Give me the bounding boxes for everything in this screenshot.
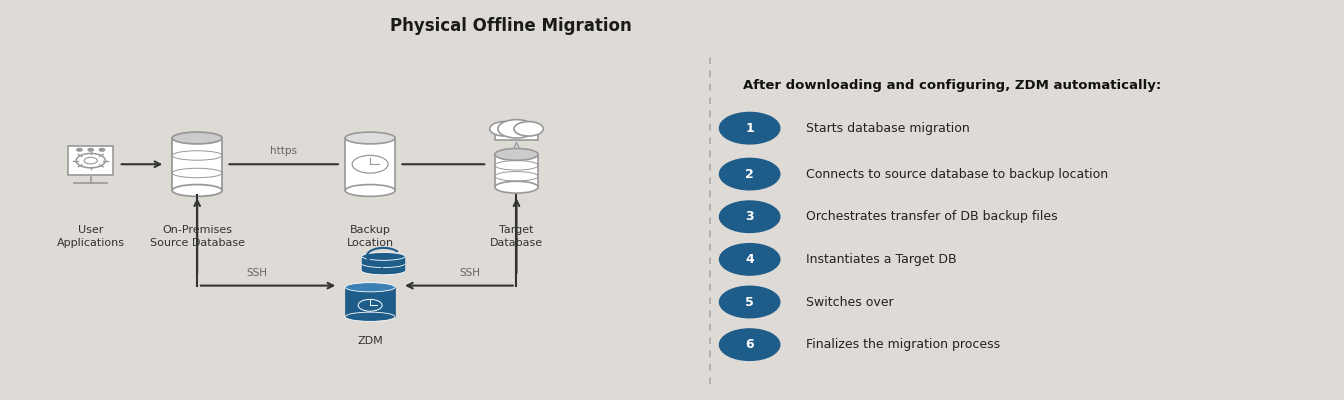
Ellipse shape [345, 283, 395, 292]
Ellipse shape [362, 267, 405, 275]
Circle shape [719, 201, 780, 232]
Text: 6: 6 [746, 338, 754, 351]
Bar [345, 138, 395, 190]
Text: Backup
Location: Backup Location [347, 225, 394, 248]
Text: 3: 3 [746, 210, 754, 223]
Bar [495, 154, 538, 187]
Circle shape [497, 120, 535, 138]
Bar [495, 126, 538, 140]
Circle shape [489, 122, 519, 136]
Text: ZDM: ZDM [358, 336, 383, 346]
Text: On-Premises
Source Database: On-Premises Source Database [149, 225, 245, 248]
Text: 4: 4 [746, 253, 754, 266]
Text: Connects to source database to backup location: Connects to source database to backup lo… [806, 168, 1109, 180]
Circle shape [89, 148, 93, 151]
Bar [172, 138, 222, 190]
Ellipse shape [172, 132, 222, 144]
Circle shape [352, 155, 388, 173]
Text: After downloading and configuring, ZDM automatically:: After downloading and configuring, ZDM a… [743, 79, 1161, 92]
Ellipse shape [345, 312, 395, 321]
Bar [69, 146, 113, 175]
Text: Target
Database: Target Database [491, 225, 543, 248]
Bar [362, 256, 405, 264]
Ellipse shape [362, 260, 405, 268]
Circle shape [719, 329, 780, 360]
Circle shape [77, 148, 82, 151]
Circle shape [99, 148, 105, 151]
Ellipse shape [495, 148, 538, 160]
Bar [345, 287, 395, 317]
Text: Starts database migration: Starts database migration [806, 122, 970, 135]
Ellipse shape [345, 132, 395, 144]
Text: 1: 1 [746, 122, 754, 135]
Circle shape [358, 299, 382, 311]
Ellipse shape [495, 181, 538, 193]
Text: Instantiates a Target DB: Instantiates a Target DB [806, 253, 957, 266]
Text: Orchestrates transfer of DB backup files: Orchestrates transfer of DB backup files [806, 210, 1058, 223]
Bar [362, 264, 405, 271]
Circle shape [719, 158, 780, 190]
Circle shape [719, 244, 780, 275]
Text: Finalizes the migration process: Finalizes the migration process [806, 338, 1000, 351]
Text: https: https [270, 146, 297, 156]
Ellipse shape [345, 184, 395, 196]
Ellipse shape [172, 184, 222, 196]
Text: User
Applications: User Applications [56, 225, 125, 248]
Circle shape [719, 112, 780, 144]
Text: Switches over: Switches over [806, 296, 894, 308]
Ellipse shape [362, 252, 405, 260]
Text: 2: 2 [746, 168, 754, 180]
Text: 5: 5 [746, 296, 754, 308]
Text: SSH: SSH [460, 268, 480, 278]
Circle shape [513, 122, 543, 136]
Text: Physical Offline Migration: Physical Offline Migration [390, 17, 632, 35]
Circle shape [719, 286, 780, 318]
Text: SSH: SSH [246, 268, 267, 278]
